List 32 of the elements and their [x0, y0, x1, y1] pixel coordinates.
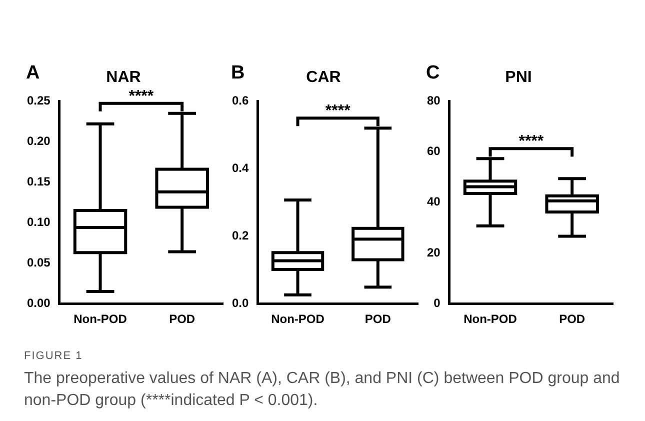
y-tick-label: 0.05: [26, 255, 51, 270]
y-tick-label: 0.0: [232, 296, 249, 310]
y-tick-label: 60: [426, 144, 441, 158]
y-tick-label: 0.20: [26, 134, 51, 148]
x-tick-label: Non-POD: [464, 312, 518, 326]
y-tick-label: 40: [426, 194, 441, 209]
x-tick-label: Non-POD: [271, 312, 325, 326]
y-tick-label: 0.00: [26, 296, 51, 310]
x-tick-label: Non-POD: [74, 312, 128, 326]
y-tick-label: 0.25: [26, 94, 51, 108]
x-tick-label: POD: [364, 312, 392, 326]
text: C: [426, 62, 440, 84]
x-tick-label: POD: [559, 312, 586, 326]
y-tick-label: 20: [426, 245, 441, 260]
y-tick-label: 0.4: [232, 160, 249, 175]
y-tick-label: 0.6: [232, 94, 249, 108]
caption: FIGURE 1: [24, 350, 84, 362]
annotation: ****: [128, 88, 154, 105]
y-tick-label: 0.15: [26, 174, 51, 188]
chart-title: CAR: [306, 69, 342, 86]
y-tick-label: 0.2: [232, 228, 249, 242]
y-tick-label: 80: [426, 94, 441, 108]
x-tick-label: POD: [169, 312, 196, 326]
annotation: ****: [325, 102, 352, 120]
text: B: [231, 62, 245, 84]
chart-title: PNI: [505, 69, 532, 86]
y-tick-label: 0.10: [26, 214, 51, 229]
y-tick-label: 0: [434, 296, 441, 310]
annotation: ****: [518, 133, 544, 150]
chart-title: NAR: [106, 69, 142, 86]
text: A: [26, 62, 40, 84]
text: The preoperative values of NAR (A), CAR (B), and PNI (C) between POD group and non-POD group (****indicated P < 0.001).: [24, 369, 621, 411]
